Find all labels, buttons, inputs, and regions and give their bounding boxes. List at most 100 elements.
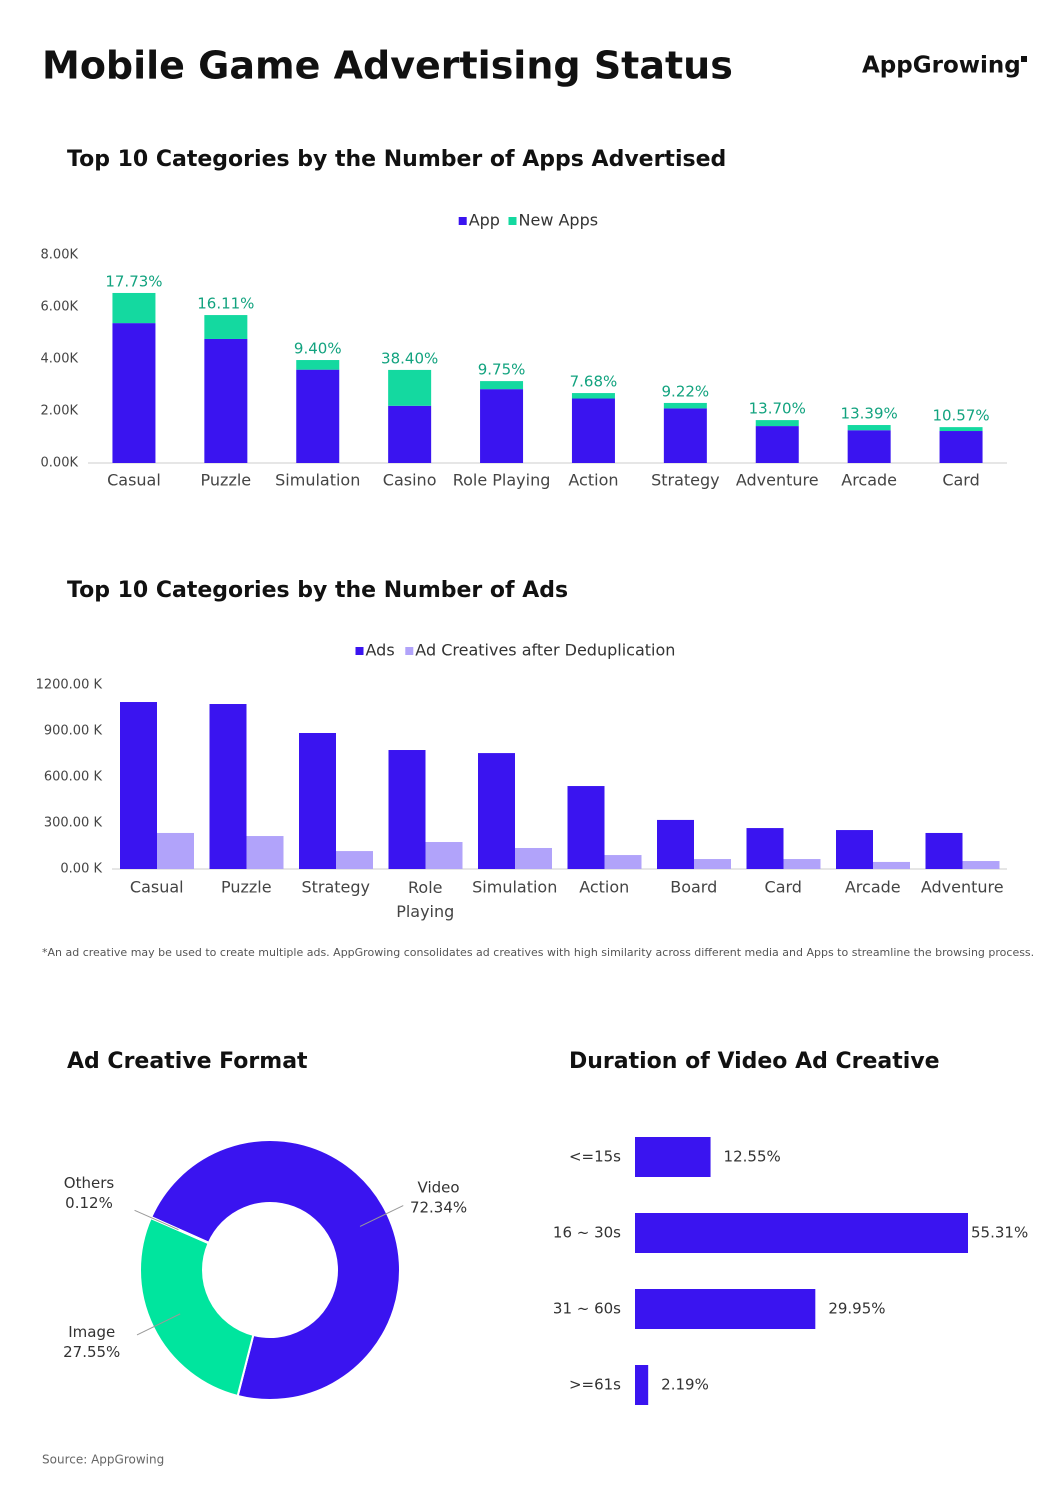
x-tick-label: Adventure <box>921 878 1004 897</box>
x-tick-label: Casual <box>107 471 161 490</box>
data-label: 12.55% <box>724 1148 781 1166</box>
bar <box>515 847 552 869</box>
legend-swatch <box>355 647 364 655</box>
bar-segment <box>755 426 799 463</box>
donut-slice <box>149 1139 401 1401</box>
bar-segment <box>663 402 707 409</box>
data-label: 38.40% <box>381 349 438 367</box>
bar-segment <box>847 425 891 431</box>
y-tick-label: 0.00K <box>41 456 79 471</box>
slice-label: Video <box>418 1179 460 1197</box>
bar <box>157 832 194 869</box>
bar-segment <box>847 430 891 463</box>
data-label: 13.39% <box>841 405 898 423</box>
x-tick-label: Action <box>579 878 629 897</box>
x-tick-label: Casual <box>130 878 184 897</box>
bar-segment <box>296 369 340 463</box>
leader-line <box>134 1209 179 1231</box>
page-title: Mobile Game Advertising Status <box>42 44 733 88</box>
bar-segment <box>571 393 615 399</box>
donut-slice <box>139 1216 255 1398</box>
data-label: 9.40% <box>294 340 342 358</box>
slice-value: 27.55% <box>63 1343 120 1361</box>
bar <box>635 1213 968 1253</box>
bar-segment <box>480 381 524 390</box>
x-tick-label: Role Playing <box>396 878 454 921</box>
bar <box>657 819 694 869</box>
data-label: 16.11% <box>197 295 254 313</box>
legend-label: App <box>469 211 500 230</box>
x-tick-label: Strategy <box>651 471 720 490</box>
bar <box>209 704 247 869</box>
bar <box>962 861 1000 869</box>
bar-segment <box>663 408 707 463</box>
bar <box>246 836 284 869</box>
legend-swatch <box>405 647 414 655</box>
source: Source: AppGrowing <box>42 1453 164 1467</box>
y-tick-label: 300.00 K <box>44 816 103 831</box>
x-tick-label: Puzzle <box>201 471 252 490</box>
data-label: 55.31% <box>971 1224 1028 1242</box>
x-tick-label: Arcade <box>841 471 897 490</box>
bar <box>873 861 910 869</box>
x-tick-label: Card <box>942 471 979 490</box>
bar-segment <box>112 292 156 324</box>
bar-segment <box>388 405 432 463</box>
x-tick-label: Role Playing <box>453 471 551 490</box>
legend-swatch <box>458 217 467 225</box>
y-tick-label: 0.00 K <box>60 862 102 877</box>
bar <box>694 859 731 869</box>
data-label: 9.75% <box>478 361 526 379</box>
legend-label: Ads <box>366 641 395 660</box>
data-label: 17.73% <box>105 272 162 290</box>
y-tick-label: 2.00K <box>41 404 79 419</box>
bar <box>336 851 373 869</box>
legend-swatch <box>508 217 517 225</box>
chart-title: Duration of Video Ad Creative <box>569 1049 940 1074</box>
bar <box>425 842 463 869</box>
slice-value: 72.34% <box>410 1199 467 1217</box>
y-tick-label: 8.00K <box>41 248 79 263</box>
bar <box>388 750 426 869</box>
data-label: 9.22% <box>662 382 710 400</box>
data-label: 2.19% <box>661 1376 709 1394</box>
bar-segment <box>388 369 432 406</box>
bar <box>746 828 784 869</box>
x-tick-label: Simulation <box>275 471 360 490</box>
bar-segment <box>204 315 248 339</box>
data-label: 29.95% <box>828 1300 885 1318</box>
y-tick-label: 600.00 K <box>44 770 103 785</box>
chart-title: Ad Creative Format <box>67 1049 308 1074</box>
slice-label: Image <box>68 1323 115 1341</box>
x-tick-label: Strategy <box>301 878 370 897</box>
chart-title: Top 10 Categories by the Number of Ads <box>67 578 568 603</box>
footnote: *An ad creative may be used to create mu… <box>42 946 1034 959</box>
bar <box>925 832 963 869</box>
x-tick-label: Action <box>568 471 618 490</box>
bar <box>635 1289 816 1329</box>
bar <box>604 855 642 869</box>
y-tick-label: 1200.00 K <box>36 678 103 693</box>
data-label: 7.68% <box>570 373 618 391</box>
leader-line <box>136 1313 181 1336</box>
y-tick-label: <=15s <box>569 1148 621 1166</box>
bar <box>478 753 515 869</box>
bar-segment <box>112 323 156 463</box>
legend-label: Ad Creatives after Deduplication <box>415 641 675 660</box>
data-label: 13.70% <box>749 400 806 418</box>
y-tick-label: 4.00K <box>41 352 79 367</box>
logo-dot <box>1021 56 1027 62</box>
bar-segment <box>204 338 248 463</box>
bar <box>567 786 605 869</box>
bar-segment <box>571 398 615 463</box>
x-tick-label: Arcade <box>845 878 901 897</box>
x-tick-label: Casino <box>383 471 437 490</box>
leader-line <box>359 1205 404 1227</box>
slice-label: Others <box>64 1174 115 1192</box>
legend-label: New Apps <box>519 211 599 230</box>
chart-title: Top 10 Categories by the Number of Apps … <box>67 147 726 172</box>
x-tick-label: Card <box>765 878 802 897</box>
slice-value: 0.12% <box>65 1194 113 1212</box>
bar-segment <box>939 431 983 463</box>
